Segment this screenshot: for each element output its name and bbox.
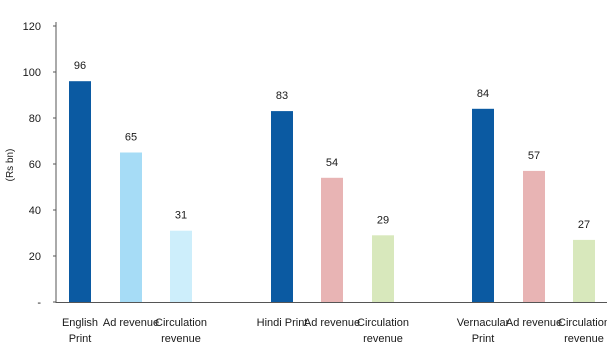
bar [120, 152, 142, 302]
category-label: Circulation [558, 317, 607, 329]
data-label: 84 [477, 88, 489, 100]
category-label: Ad revenue [304, 317, 360, 329]
y-tick-label: 40 [29, 205, 41, 217]
bar [472, 108, 494, 302]
category-label: English [62, 317, 98, 329]
data-label: 57 [528, 150, 540, 162]
data-label: 31 [175, 210, 187, 222]
y-tick-label: 120 [23, 21, 41, 33]
y-tick-label: 20 [29, 251, 41, 263]
category-label: Print [472, 333, 495, 345]
data-label: 96 [74, 60, 86, 72]
bar [573, 239, 595, 302]
data-label: 27 [578, 219, 590, 231]
y-tick-label: 80 [29, 113, 41, 125]
category-label: Ad revenue [103, 317, 159, 329]
bar [321, 177, 343, 302]
category-label: revenue [564, 333, 604, 345]
bar [523, 170, 545, 302]
data-label: 29 [377, 214, 389, 226]
y-axis-title-group: (Rs bn) [5, 149, 16, 182]
bar [372, 235, 394, 302]
bar [69, 81, 91, 302]
y-axis-title: (Rs bn) [5, 149, 16, 182]
y-tick-label: 100 [23, 67, 41, 79]
category-label: Print [69, 333, 92, 345]
data-label: 83 [276, 90, 288, 102]
category-label: Circulation [155, 317, 207, 329]
y-tick-label: - [37, 297, 41, 309]
bar [170, 230, 192, 302]
category-label: Circulation [357, 317, 409, 329]
y-tick-label: 60 [29, 159, 41, 171]
category-label: Vernacular [457, 317, 510, 329]
category-label: Hindi Print [257, 317, 308, 329]
category-label: revenue [363, 333, 403, 345]
data-label: 65 [125, 132, 137, 144]
bar [271, 111, 293, 302]
data-label: 54 [326, 157, 338, 169]
category-label: Ad revenue [506, 317, 562, 329]
category-label: revenue [161, 333, 201, 345]
